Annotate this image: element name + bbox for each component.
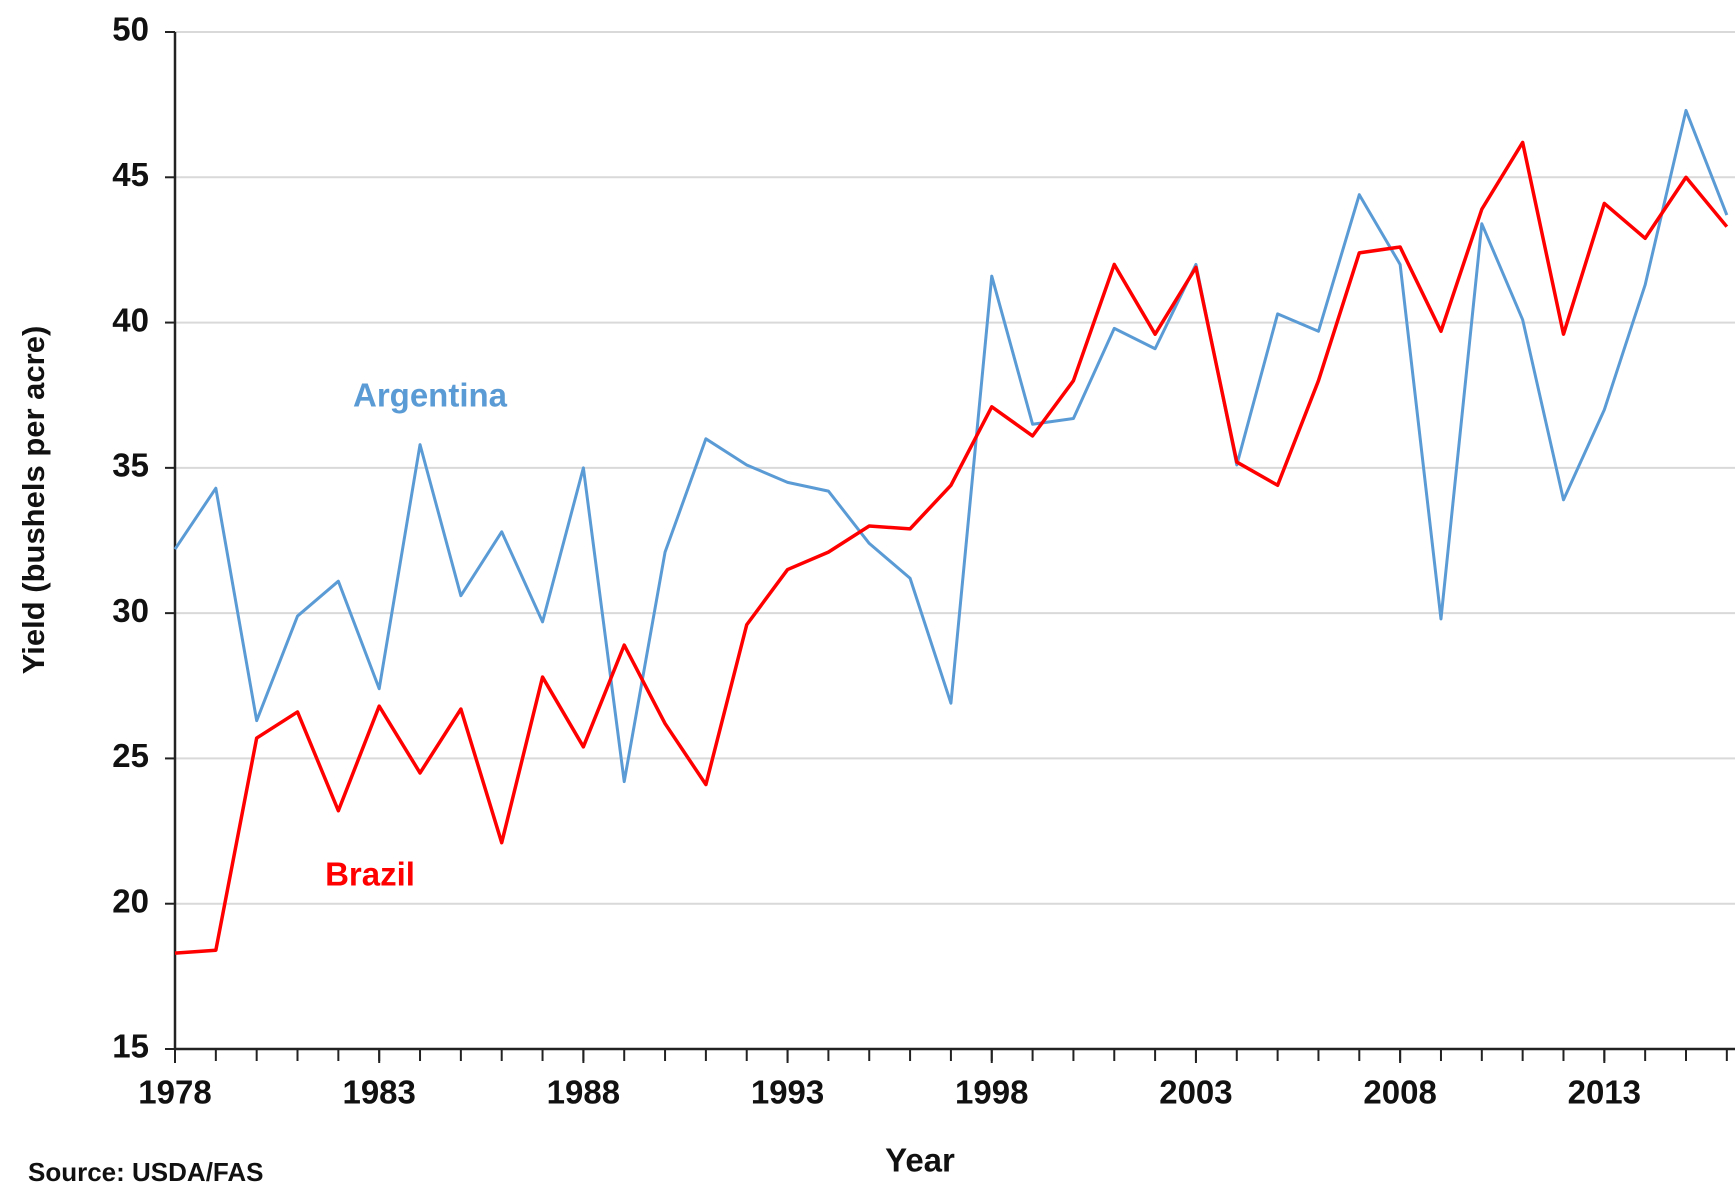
y-tick-label: 45 [112,156,149,193]
series-label: Brazil [325,856,415,893]
y-tick-label: 15 [112,1028,149,1065]
x-tick-label: 2003 [1159,1074,1232,1111]
x-tick-label: 2008 [1363,1074,1436,1111]
series-line [173,108,1729,784]
y-tick-label: 25 [112,737,149,774]
y-tick-label: 20 [112,882,149,919]
x-axis-label: Year [885,1142,955,1179]
x-tick-label: 1978 [138,1074,211,1111]
series-line [174,140,1729,955]
y-tick-label: 40 [112,301,149,338]
x-tick-label: 1988 [547,1074,620,1111]
y-axis-label: Yield (bushels per acre) [16,326,51,675]
x-tick-label: 2013 [1568,1074,1641,1111]
x-tick-label: 1993 [751,1074,824,1111]
source-note: Source: USDA/FAS [28,1157,264,1182]
series-label: Argentina [353,377,508,414]
y-tick-label: 35 [112,447,149,484]
x-tick-label: 1983 [342,1074,415,1111]
y-tick-label: 50 [112,11,149,48]
x-tick-label: 1998 [955,1074,1028,1111]
y-tick-label: 30 [112,592,149,629]
